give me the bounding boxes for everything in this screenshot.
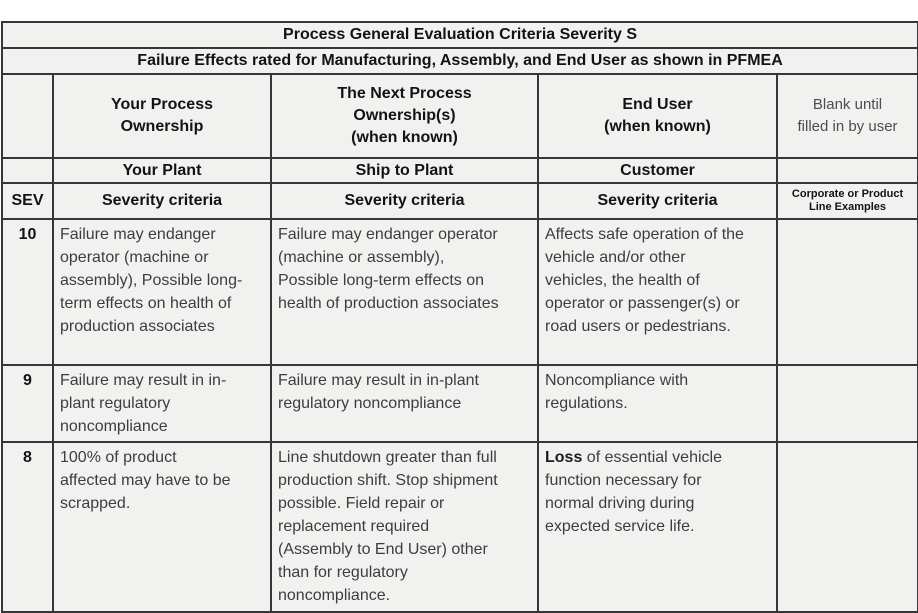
cell-sev-9: 9 — [1, 364, 54, 443]
cell-ship-to-plant-10: Failure may endanger operator (machine o… — [270, 218, 539, 366]
cell-customer-9: Noncompliance with regulations. — [537, 364, 778, 443]
header-end-user: End User (when known) — [537, 73, 778, 159]
table-title: Process General Evaluation Criteria Seve… — [0, 21, 918, 49]
cell-examples-9 — [775, 364, 918, 443]
cell-sev-8: 8 — [1, 441, 54, 613]
criteria-header-row: SEV Severity criteria Severity criteria … — [1, 182, 918, 220]
header-next-process-ownership: The Next Process Ownership(s) (when know… — [270, 73, 539, 159]
cell-examples-10 — [775, 218, 918, 366]
cell-customer-8: Loss of essential vehicle function neces… — [537, 441, 778, 613]
cell-customer-8-bold-lead: Loss — [545, 449, 583, 466]
header-your-process-ownership: Your Process Ownership — [52, 73, 272, 159]
header-customer: Customer — [537, 157, 778, 184]
header-sev: SEV — [1, 182, 54, 220]
header-severity-criteria-customer: Severity criteria — [537, 182, 778, 220]
table-row-sev-10: 10 Failure may endanger operator (machin… — [1, 218, 918, 366]
ownership-header-row: Your Process Ownership The Next Process … — [1, 73, 918, 159]
cell-examples-8 — [775, 441, 918, 613]
header-severity-criteria-your-plant: Severity criteria — [52, 182, 272, 220]
cell-customer-10: Affects safe operation of the vehicle an… — [537, 218, 778, 366]
cell-customer-8-rest: of essential vehicle function necessary … — [545, 449, 722, 535]
cell-your-plant-8: 100% of product affected may have to be … — [52, 441, 272, 613]
subtitle-row: Failure Effects rated for Manufacturing,… — [0, 47, 918, 75]
header-your-plant: Your Plant — [52, 157, 272, 184]
table-row-sev-9: 9 Failure may result in in- plant regula… — [1, 364, 918, 443]
plant-row-examples-empty-cell — [775, 157, 918, 184]
cell-ship-to-plant-9: Failure may result in in-plant regulator… — [270, 364, 539, 443]
plant-row-empty-cell — [1, 157, 54, 184]
table-row-sev-8: 8 100% of product affected may have to b… — [1, 441, 918, 613]
cell-sev-10: 10 — [1, 218, 54, 366]
title-row: Process General Evaluation Criteria Seve… — [0, 21, 918, 49]
cell-your-plant-10: Failure may endanger operator (machine o… — [52, 218, 272, 366]
plant-header-row: Your Plant Ship to Plant Customer — [1, 157, 918, 184]
table-subtitle: Failure Effects rated for Manufacturing,… — [0, 47, 918, 75]
header-corporate-examples: Corporate or Product Line Examples — [775, 182, 918, 220]
cell-your-plant-9: Failure may result in in- plant regulato… — [52, 364, 272, 443]
cell-ship-to-plant-8: Line shutdown greater than full producti… — [270, 441, 539, 613]
header-blank-until-note: Blank until filled in by user — [775, 73, 918, 159]
corner-empty-cell — [1, 73, 54, 159]
header-ship-to-plant: Ship to Plant — [270, 157, 539, 184]
severity-table: Process General Evaluation Criteria Seve… — [0, 21, 918, 613]
header-severity-criteria-ship-to-plant: Severity criteria — [270, 182, 539, 220]
